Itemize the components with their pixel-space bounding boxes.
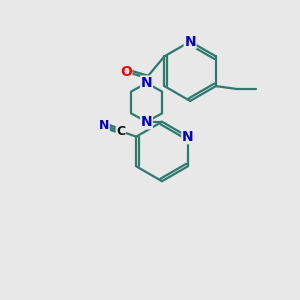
Text: C: C	[116, 125, 125, 138]
Text: N: N	[141, 115, 152, 129]
Text: N: N	[99, 119, 109, 132]
Text: O: O	[120, 65, 132, 79]
Text: N: N	[184, 34, 196, 49]
Text: N: N	[141, 76, 152, 90]
Text: N: N	[182, 130, 194, 144]
